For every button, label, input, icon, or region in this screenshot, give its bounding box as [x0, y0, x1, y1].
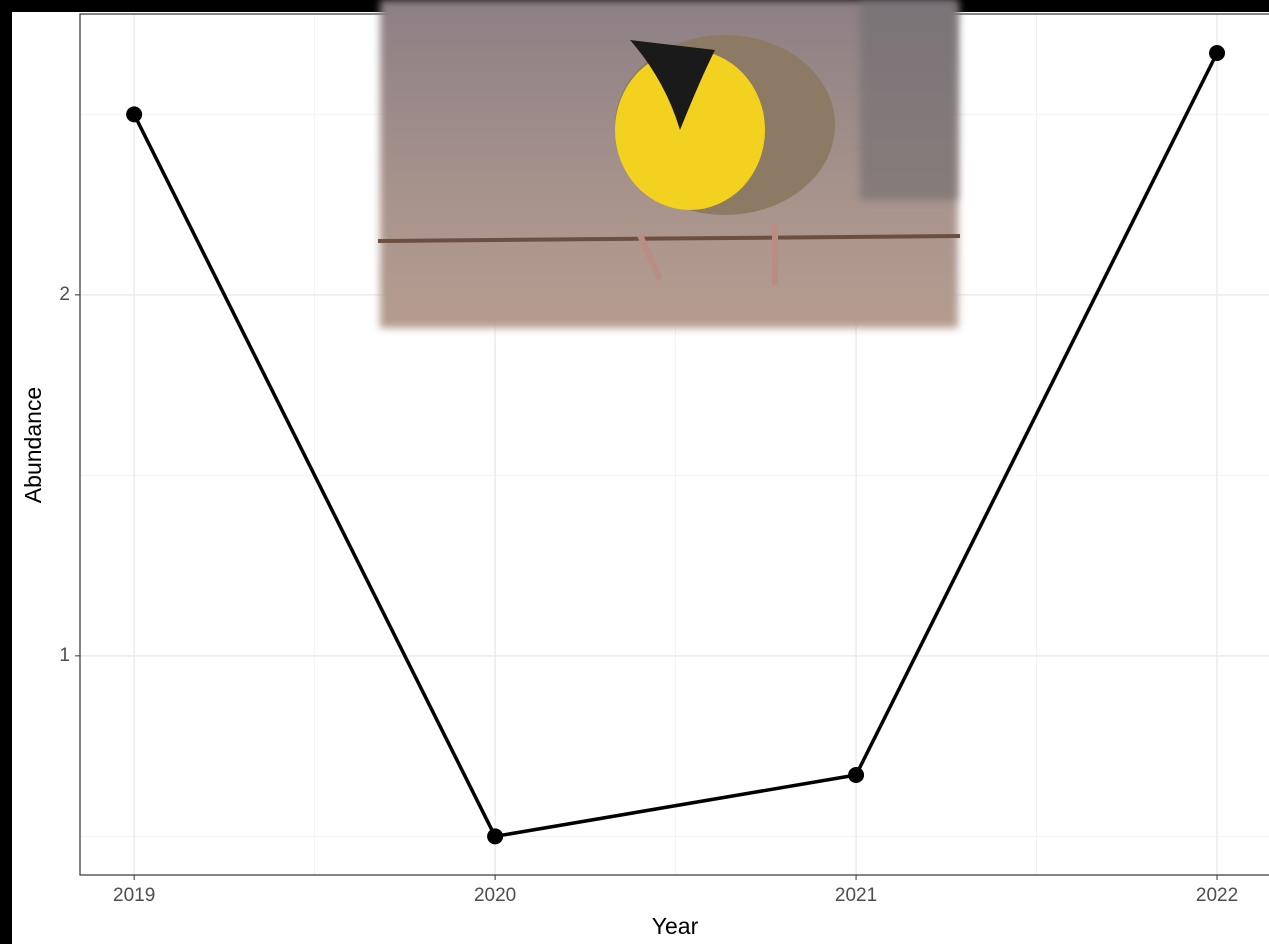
x-tick-label: 2020	[474, 885, 516, 906]
y-tick-label: 2	[59, 284, 70, 305]
point	[1209, 44, 1226, 61]
x-axis-title: Year	[652, 913, 699, 939]
line	[132, 52, 1219, 839]
y-tick-label: 1	[59, 645, 70, 666]
bird-photo	[377, 0, 961, 328]
point	[487, 828, 504, 845]
y-axis-title: Abundance	[20, 387, 46, 503]
point	[126, 106, 143, 123]
x-tick-label: 2022	[1196, 885, 1238, 906]
x-tick-label: 2021	[835, 885, 877, 906]
x-tick-label: 2019	[113, 885, 155, 906]
point	[848, 767, 865, 784]
